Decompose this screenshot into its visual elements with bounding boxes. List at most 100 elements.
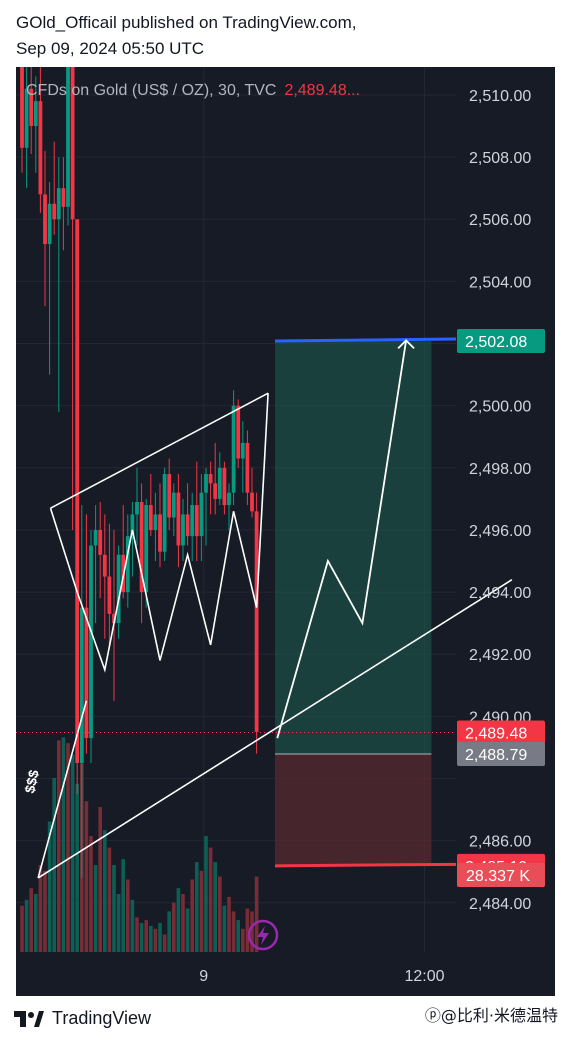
volume-bar: [93, 865, 98, 952]
volume-bar: [231, 911, 236, 952]
replay-button[interactable]: [247, 919, 279, 951]
candle-body: [208, 474, 213, 484]
volume-bar: [61, 737, 66, 952]
price-tick-label: 2,508.00: [469, 150, 531, 167]
volume-bar: [70, 754, 75, 952]
candle-body: [79, 607, 84, 763]
rising-trendline: [37, 579, 513, 879]
candle-body: [190, 505, 195, 537]
price-label-box: [457, 741, 545, 766]
volume-bar: [107, 847, 112, 952]
price-tick-label: 2,496.00: [469, 523, 531, 540]
volume-bar: [190, 879, 194, 952]
volume-bar: [236, 920, 240, 952]
publish-date: Sep 09, 2024 05:50 UTC: [16, 39, 205, 58]
volume-bar: [227, 896, 231, 952]
impulse-leg: [37, 700, 88, 879]
volume-bar: [29, 888, 33, 952]
volume-bar: [181, 894, 185, 952]
last-price-legend: 2,489.48...: [284, 82, 360, 99]
price-tick-label: 2,500.00: [469, 399, 531, 416]
volume-bar: [57, 740, 61, 952]
price-label-text: 2,488.79: [465, 747, 527, 764]
volume-bar: [75, 783, 79, 952]
price-label-text: 2,489.48: [465, 726, 527, 743]
candles: [20, 67, 259, 878]
candle-body: [43, 194, 47, 245]
lightning-icon: [257, 926, 269, 945]
price-axis: 2,510.00 2,508.00 2,506.00 2,504.00 2,500.00…: [469, 88, 531, 975]
candle-body: [112, 613, 116, 624]
candle-body: [162, 474, 167, 552]
price-tick-label: 2,510.00: [469, 88, 531, 105]
time-axis-bg: [16, 952, 555, 996]
candle-body: [176, 492, 181, 546]
candle-body: [158, 514, 162, 552]
price-tick-label: 2,504.00: [469, 274, 531, 291]
candle-body: [199, 492, 204, 537]
volume-bar: [144, 920, 148, 952]
volume-bar: [153, 928, 158, 952]
candle-body: [84, 607, 89, 739]
price-tick-label: 2,498.00: [469, 461, 531, 478]
chart-area[interactable]: $$$ 2,510.00 2,508.00 2,506.00 2,504.00 2,50…: [16, 67, 555, 996]
volume-bar: [172, 902, 176, 952]
candle-body: [75, 219, 80, 763]
candle-body: [61, 188, 66, 207]
projection-arrowhead: [397, 339, 415, 350]
volume-bar: [66, 743, 70, 952]
candle-body: [29, 88, 34, 127]
volume-bar: [250, 911, 254, 952]
candle-body: [89, 545, 93, 739]
time-tick-label: 9: [199, 968, 208, 985]
channel-upper-line: [50, 392, 269, 509]
price-tick-label: 2,506.00: [469, 212, 531, 229]
symbol-label: CFDs on Gold (US$ / OZ), 30, TVC: [26, 82, 276, 99]
candle-body: [144, 505, 149, 593]
volume-bar: [126, 879, 130, 952]
volume-bar: [167, 911, 171, 952]
candle-body: [213, 483, 218, 499]
price-labels: 2,502.082,489.4809:332,488.792,485.1928.…: [457, 329, 545, 887]
symbol-legend: CFDs on Gold (US$ / OZ), 30, TVC 2,489.48…: [26, 82, 360, 99]
volume-bar: [254, 876, 259, 952]
volume-bar: [34, 894, 38, 952]
stop-zone: [275, 753, 432, 866]
volume-bar: [135, 917, 139, 952]
target-zone: [275, 341, 432, 754]
volume-bar: [158, 923, 162, 952]
volume-bar: [47, 821, 52, 952]
volume-bar: [208, 847, 213, 952]
volume-bar: [213, 862, 217, 952]
volume-label-text: 28.337 K: [466, 868, 530, 885]
candle-body: [254, 511, 259, 732]
candle-body: [240, 442, 245, 459]
tradingview-logo[interactable]: TradingView: [14, 1008, 151, 1029]
volume-bar: [241, 928, 245, 952]
price-tick-label: 2,494.00: [469, 585, 531, 602]
candle-body: [93, 529, 98, 546]
volume-bar: [204, 836, 208, 952]
volume-bar: [245, 908, 250, 952]
candle-body: [130, 514, 135, 537]
price-tick-label: 2,486.00: [469, 834, 531, 851]
logo-text: TradingView: [52, 1008, 152, 1028]
stop-line: [274, 862, 457, 868]
candle-body: [222, 467, 227, 506]
candle-body: [33, 101, 38, 127]
candle-body: [66, 67, 70, 207]
time-tick-label: 12:00: [404, 968, 444, 985]
candle-body: [231, 405, 236, 493]
price-tick-label: 2,492.00: [469, 647, 531, 664]
publish-info: GOld_Officail published on TradingView.c…: [16, 10, 556, 62]
candle-body: [125, 536, 130, 593]
candlestick-chart[interactable]: $$$ 2,510.00 2,508.00 2,506.00 2,504.00 2,50…: [16, 67, 555, 996]
candle-body: [98, 529, 103, 555]
volume-bar: [43, 870, 47, 952]
channel-zigzag: [49, 393, 269, 673]
candle-body: [171, 492, 176, 518]
trend-drawings: $$$: [21, 339, 513, 879]
volume-bar: [20, 905, 24, 952]
candle-body: [185, 514, 190, 537]
candle-body: [24, 88, 29, 148]
